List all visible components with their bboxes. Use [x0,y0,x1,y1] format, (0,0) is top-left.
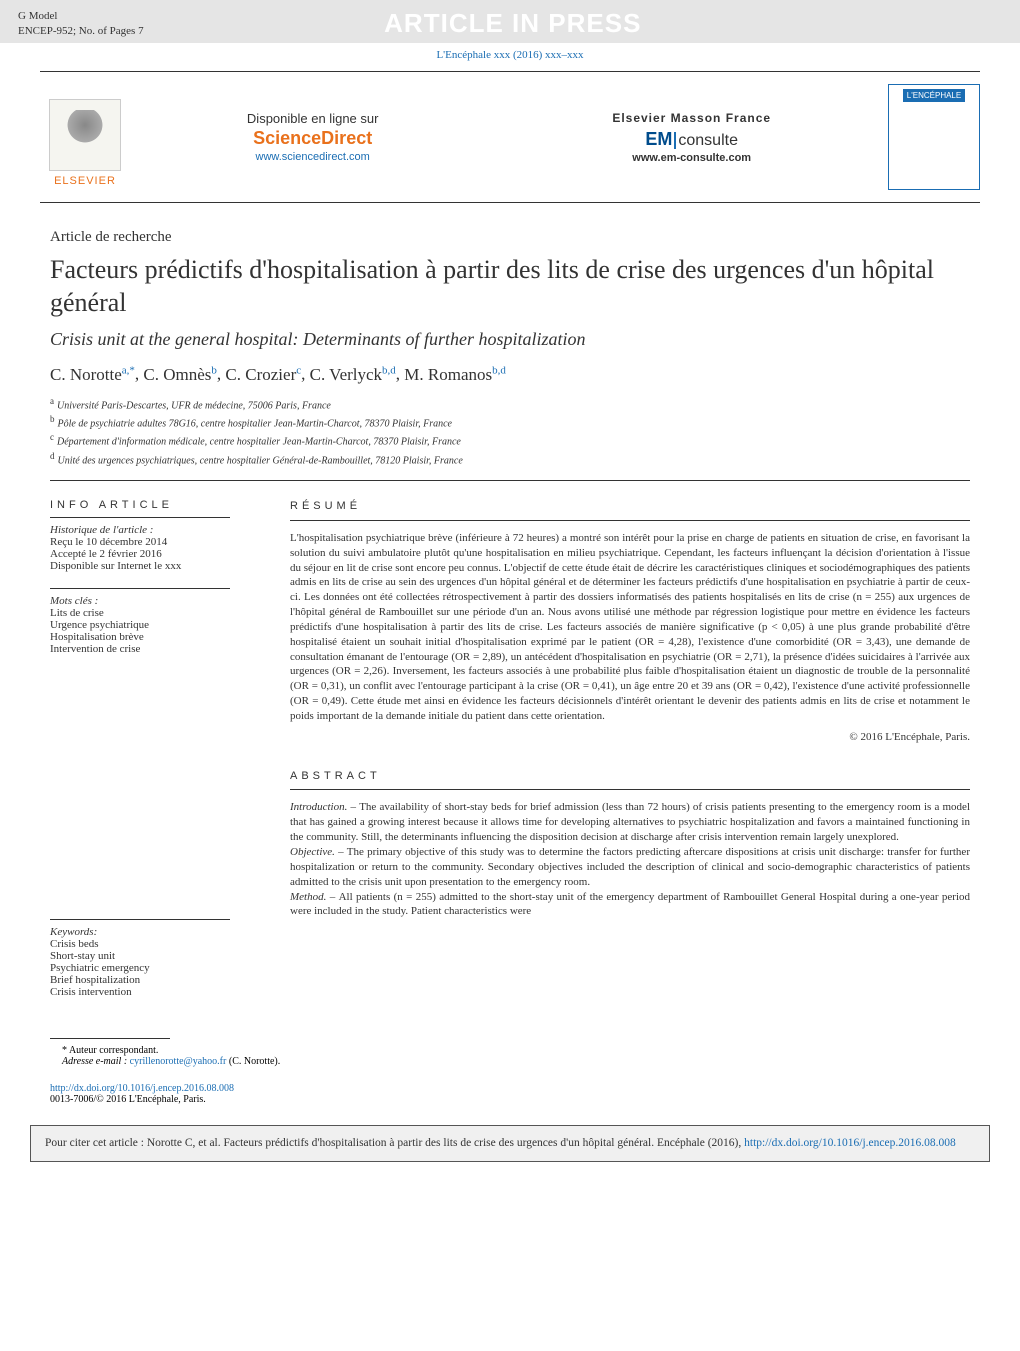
accepted-date: Accepté le 2 février 2016 [50,548,260,560]
title-english: Crisis unit at the general hospital: Det… [50,329,970,350]
elsevier-tree-icon [49,99,121,171]
em-title: Elsevier Masson France [612,111,771,125]
doi-block: http://dx.doi.org/10.1016/j.encep.2016.0… [50,1083,970,1105]
divider [50,919,230,920]
citation-doi-link[interactable]: http://dx.doi.org/10.1016/j.encep.2016.0… [744,1137,956,1149]
journal-reference[interactable]: L'Encéphale xxx (2016) xxx–xxx [0,43,1020,71]
emconsulte-link[interactable]: www.em-consulte.com [612,152,771,164]
mot-cle-4: Intervention de crise [50,643,260,655]
mot-cle-3: Hospitalisation brève [50,631,260,643]
footnote-area: * Auteur correspondant. Adresse e-mail :… [50,1038,970,1105]
elsevier-label: ELSEVIER [54,175,116,187]
mot-cle-1: Lits de crise [50,607,260,619]
resume-copyright: © 2016 L'Encéphale, Paris. [290,730,970,745]
encephale-banner: L'ENCÉPHALE [903,89,965,102]
affiliations: aUniversité Paris-Descartes, UFR de méde… [50,395,970,481]
abstract-intro: Introduction. – The availability of shor… [290,800,970,845]
affil-b: bPôle de psychiatrie adultes 78G16, cent… [50,413,970,431]
sciencedirect-block: Disponible en ligne sur ScienceDirect ww… [247,111,379,163]
encephale-cover[interactable]: L'ENCÉPHALE [888,84,980,190]
online-date: Disponible sur Internet le xxx [50,560,260,572]
divider [290,789,970,790]
gmodel-info: G Model ENCEP-952; No. of Pages 7 [18,9,144,38]
abstract-label: ABSTRACT [290,769,970,784]
divider [50,588,230,589]
keyword-3: Psychiatric emergency [50,962,260,974]
citation-text: Pour citer cet article : Norotte C, et a… [45,1137,744,1149]
divider [290,520,970,521]
history-block: Historique de l'article : Reçu le 10 déc… [50,524,260,572]
mots-cles-hdr: Mots clés : [50,595,260,607]
emconsulte-block: Elsevier Masson France EMconsulte www.em… [612,111,771,164]
divider [50,517,230,518]
affil-c: cDépartement d'information médicale, cen… [50,431,970,449]
affil-d: dUnité des urgences psychiatriques, cent… [50,450,970,468]
header-bar: G Model ENCEP-952; No. of Pages 7 ARTICL… [0,0,1020,43]
author-2: C. Omnèsb [143,365,217,384]
keyword-1: Crisis beds [50,938,260,950]
dispo-label: Disponible en ligne sur [247,111,379,126]
doi-link[interactable]: http://dx.doi.org/10.1016/j.encep.2016.0… [50,1083,970,1094]
resume-label: RÉSUMÉ [290,499,970,514]
resume-text: L'hospitalisation psychiatrique brève (i… [290,531,970,724]
sciencedirect-link[interactable]: www.sciencedirect.com [247,151,379,163]
title-french: Facteurs prédictifs d'hospitalisation à … [50,254,970,319]
abstract-objective: Objective. – The primary objective of th… [290,845,970,890]
author-3: C. Crozierc [225,365,301,384]
footnote-divider [50,1038,170,1039]
em-right: consulte [674,132,738,149]
issn-copyright: 0013-7006/© 2016 L'Encéphale, Paris. [50,1094,970,1105]
em-brand[interactable]: EMconsulte [612,129,771,150]
gmodel-line1: G Model [18,9,144,23]
corresp-author: * Auteur correspondant. [62,1045,970,1056]
keyword-5: Crisis intervention [50,986,260,998]
author-4: C. Verlyckb,d [310,365,396,384]
elsevier-logo[interactable]: ELSEVIER [40,87,130,187]
affil-a: aUniversité Paris-Descartes, UFR de méde… [50,395,970,413]
article-type: Article de recherche [50,229,970,246]
author-1: C. Norottea,* [50,365,135,384]
history-hdr: Historique de l'article : [50,524,260,536]
keyword-2: Short-stay unit [50,950,260,962]
press-banner: ARTICLE IN PRESS [384,8,641,39]
authors-line: C. Norottea,*, C. Omnèsb, C. Crozierc, C… [50,364,970,385]
mot-cle-2: Urgence psychiatrique [50,619,260,631]
citation-box: Pour citer cet article : Norotte C, et a… [30,1125,990,1162]
author-5: M. Romanosb,d [404,365,506,384]
gmodel-line2: ENCEP-952; No. of Pages 7 [18,24,144,38]
em-left: EM [645,129,672,149]
info-article-label: INFO ARTICLE [50,499,260,511]
publisher-row: ELSEVIER Disponible en ligne sur Science… [40,71,980,203]
keywords-hdr: Keywords: [50,926,260,938]
keyword-4: Brief hospitalization [50,974,260,986]
corresp-email-line: Adresse e-mail : cyrillenorotte@yahoo.fr… [62,1056,970,1067]
email-link[interactable]: cyrillenorotte@yahoo.fr [130,1056,227,1067]
received-date: Reçu le 10 décembre 2014 [50,536,260,548]
abstract-method: Method. – All patients (n = 255) admitte… [290,890,970,920]
sciencedirect-logo[interactable]: ScienceDirect [247,128,379,149]
